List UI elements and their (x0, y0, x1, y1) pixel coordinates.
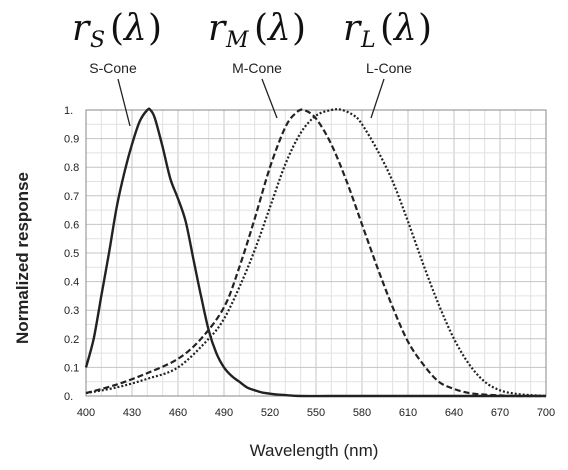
svg-text:(: ( (380, 8, 394, 49)
l-cone-curve (85, 108, 547, 398)
x-tick-label: 700 (537, 407, 555, 419)
x-tick-label: 460 (169, 407, 187, 419)
s-cone-pointer (117, 78, 131, 127)
y-tick-label: 0.1 (64, 362, 79, 374)
svg-text:): ) (292, 8, 306, 49)
s-cone-curve (84, 107, 546, 398)
grid (85, 109, 547, 397)
svg-text:r: r (343, 8, 362, 49)
svg-text:): ) (418, 8, 432, 49)
m-cone-pointer (261, 78, 278, 119)
x-tick-labels: 400 430 460 490 520 550 580 610 640 670 700 (77, 407, 555, 419)
y-tick-label: 0.6 (64, 219, 79, 231)
y-tick-label: 0.8 (64, 162, 79, 174)
svg-text:λ: λ (392, 8, 417, 49)
x-tick-label: 580 (353, 407, 371, 419)
svg-text:r: r (208, 8, 227, 49)
curves (84, 107, 547, 398)
m-cone-curve (85, 108, 547, 398)
y-tick-label: 0.2 (64, 334, 79, 346)
s-cone-label: S-Cone (89, 60, 137, 76)
x-tick-label: 520 (261, 407, 279, 419)
y-tick-label: 0.5 (64, 248, 79, 260)
m-cone-header: r M ( λ ) (208, 8, 306, 53)
svg-text:r: r (72, 8, 91, 49)
svg-text:M: M (225, 28, 249, 53)
label-pointers (117, 78, 385, 127)
y-tick-label: 0.7 (64, 191, 79, 203)
y-tick-label: 0.9 (64, 134, 79, 146)
l-cone-label: L-Cone (366, 60, 412, 76)
y-tick-label: 0.4 (64, 277, 79, 289)
x-tick-label: 490 (215, 407, 233, 419)
m-cone-label: M-Cone (232, 60, 282, 76)
x-tick-label: 430 (123, 407, 141, 419)
y-tick-labels: 0. 0.1 0.2 0.3 0.4 0.5 0.6 0.7 0.8 0.9 1. (64, 105, 79, 403)
x-tick-label: 640 (445, 407, 463, 419)
svg-text:): ) (148, 8, 162, 49)
svg-text:L: L (360, 28, 376, 53)
svg-text:λ: λ (122, 8, 147, 49)
y-tick-label: 0.3 (64, 305, 79, 317)
x-tick-label: 670 (491, 407, 509, 419)
svg-text:λ: λ (266, 8, 291, 49)
x-tick-label: 610 (399, 407, 417, 419)
svg-text:(: ( (110, 8, 124, 49)
l-cone-pointer (370, 78, 385, 119)
y-axis-title: Normalized response (13, 172, 32, 344)
x-tick-label: 550 (307, 407, 325, 419)
l-cone-header: r L ( λ ) (343, 8, 432, 53)
s-cone-header: r S ( λ ) (72, 8, 162, 53)
x-axis-title: Wavelength (nm) (250, 441, 379, 460)
y-tick-label: 1. (64, 105, 73, 117)
y-tick-label: 0. (64, 391, 73, 403)
x-tick-label: 400 (77, 407, 95, 419)
svg-text:S: S (90, 28, 105, 53)
svg-text:(: ( (254, 8, 268, 49)
